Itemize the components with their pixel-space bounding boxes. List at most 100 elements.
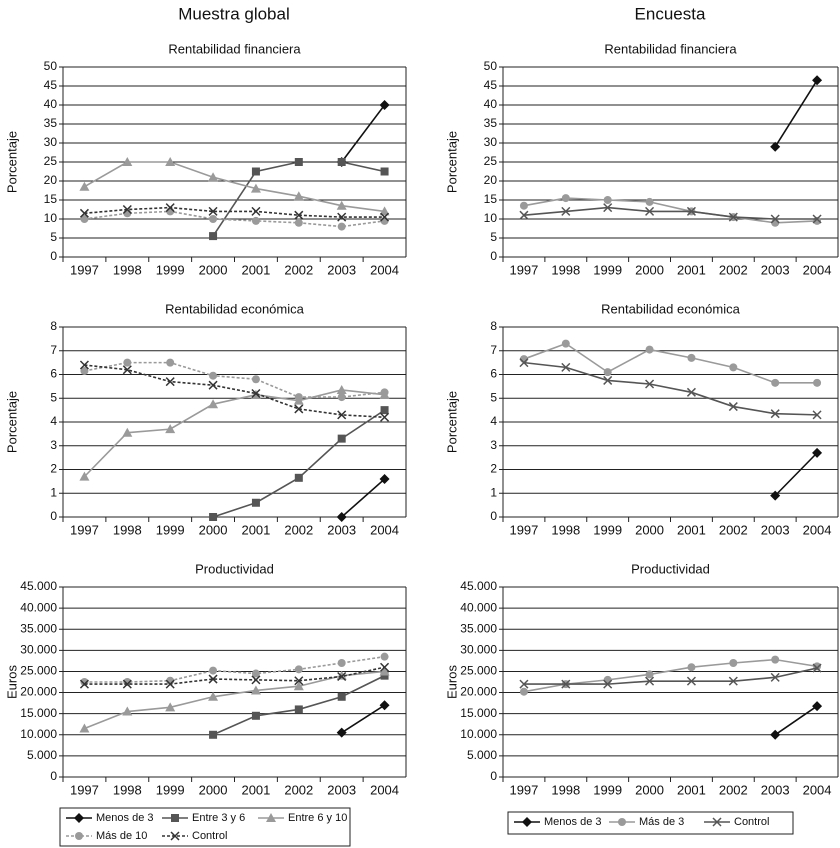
- y-tick-label: 30.000: [460, 643, 497, 657]
- x-tick-label: 2004: [370, 262, 399, 277]
- y-axis-label: Euros: [4, 665, 19, 699]
- x-tick-label: 2002: [719, 262, 748, 277]
- marker: [171, 814, 179, 822]
- x-tick-label: 1997: [509, 782, 538, 797]
- series-line: [341, 104, 386, 163]
- chart-title: Rentabilidad económica: [601, 301, 741, 316]
- legend-label: Menos de 3: [544, 816, 601, 828]
- marker: [770, 214, 780, 224]
- marker: [122, 365, 132, 375]
- marker: [519, 679, 529, 689]
- x-tick-label: 2003: [327, 522, 356, 537]
- x-tick-label: 1997: [509, 522, 538, 537]
- marker: [251, 711, 260, 720]
- marker: [165, 424, 176, 434]
- x-tick-label: 2001: [677, 782, 706, 797]
- legend-box: [507, 811, 794, 835]
- y-tick-label: 5: [50, 390, 57, 404]
- marker: [337, 410, 347, 420]
- x-tick-label: 2001: [677, 262, 706, 277]
- x-tick-label: 2004: [803, 522, 832, 537]
- y-tick-label: 40: [44, 97, 58, 111]
- marker: [251, 216, 260, 225]
- marker: [166, 358, 175, 367]
- marker: [337, 222, 346, 231]
- marker: [380, 412, 390, 422]
- marker: [771, 378, 780, 387]
- y-tick-label: 6: [490, 367, 497, 381]
- y-tick-label: 35: [484, 116, 498, 130]
- series-line: [84, 364, 385, 419]
- series-line: [83, 389, 385, 478]
- marker: [380, 652, 389, 661]
- y-axis-label: Porcentaje: [444, 391, 459, 453]
- marker: [170, 831, 180, 841]
- x-tick-label: 2004: [370, 522, 399, 537]
- y-tick-label: 40.000: [460, 600, 497, 614]
- marker: [337, 692, 346, 701]
- marker: [812, 75, 823, 86]
- y-tick-label: 5: [490, 230, 497, 244]
- marker: [337, 434, 346, 443]
- y-tick-label: 20.000: [460, 685, 497, 699]
- y-tick-label: 6: [50, 367, 57, 381]
- y-tick-label: 15.000: [460, 706, 497, 720]
- series-line: [774, 705, 818, 736]
- y-tick-label: 45.000: [460, 579, 497, 593]
- marker: [770, 141, 781, 152]
- x-tick-label: 2002: [284, 522, 313, 537]
- x-tick-label: 2001: [241, 522, 270, 537]
- y-tick-label: 0: [50, 769, 57, 783]
- y-tick-label: 35.000: [20, 621, 57, 635]
- marker: [79, 723, 90, 733]
- marker: [380, 662, 390, 672]
- marker: [603, 675, 612, 684]
- marker: [75, 832, 83, 840]
- y-tick-label: 1: [490, 485, 497, 499]
- x-tick-label: 2003: [327, 782, 356, 797]
- legend-label: Control: [734, 816, 769, 828]
- marker: [337, 671, 347, 682]
- x-tick-label: 2002: [719, 522, 748, 537]
- marker: [645, 197, 654, 206]
- chart-title: Rentabilidad financiera: [168, 41, 301, 56]
- marker: [645, 670, 654, 679]
- marker: [380, 388, 389, 397]
- marker: [251, 669, 260, 678]
- marker: [79, 471, 90, 481]
- x-tick-label: 1997: [70, 262, 99, 277]
- marker: [294, 676, 304, 686]
- series-line: [84, 210, 385, 228]
- marker: [729, 363, 738, 372]
- marker: [209, 371, 218, 380]
- marker: [79, 181, 90, 191]
- marker: [123, 358, 132, 367]
- y-tick-label: 10.000: [20, 727, 57, 741]
- y-axis-label: Porcentaje: [444, 131, 459, 193]
- series-line: [523, 361, 818, 416]
- marker: [603, 196, 612, 204]
- y-tick-label: 3: [50, 438, 57, 452]
- marker: [251, 206, 261, 216]
- marker: [251, 388, 261, 399]
- y-tick-label: 50: [484, 59, 498, 73]
- marker: [122, 157, 133, 166]
- y-tick-label: 30.000: [20, 643, 57, 657]
- marker: [686, 206, 696, 216]
- x-tick-label: 1998: [551, 262, 580, 277]
- marker: [209, 730, 218, 739]
- y-tick-label: 10: [484, 211, 498, 225]
- marker: [519, 687, 528, 696]
- y-tick-label: 5.000: [27, 748, 57, 762]
- y-tick-label: 45: [44, 78, 58, 92]
- marker: [165, 679, 175, 689]
- marker: [294, 473, 303, 482]
- y-tick-label: 45.000: [20, 579, 57, 593]
- marker: [294, 393, 303, 402]
- y-tick-label: 0: [490, 249, 497, 263]
- marker: [336, 200, 347, 210]
- marker: [337, 659, 346, 667]
- marker: [379, 700, 390, 711]
- y-tick-label: 40.000: [20, 600, 57, 614]
- marker: [122, 679, 132, 689]
